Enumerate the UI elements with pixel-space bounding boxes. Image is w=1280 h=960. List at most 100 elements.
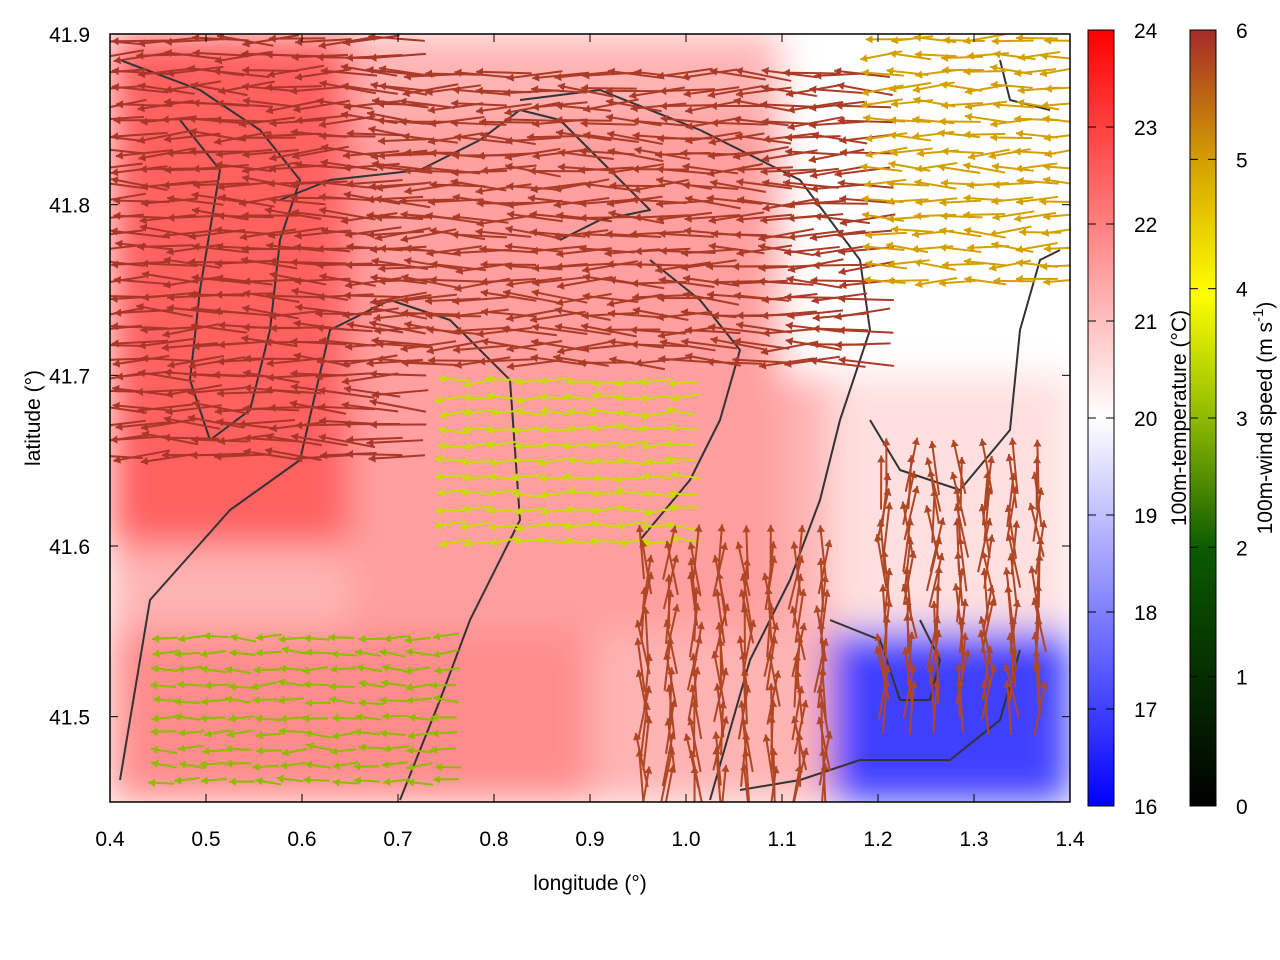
wind-arrowhead <box>340 216 349 225</box>
wind-vector <box>634 263 691 267</box>
wind-vector <box>476 214 533 226</box>
y-tick-label: 41.9 <box>49 24 90 47</box>
wind-arrowhead <box>506 279 514 289</box>
wind-arrowhead <box>464 408 472 418</box>
wind-arrowhead <box>824 539 833 548</box>
wind-arrowhead <box>631 117 639 126</box>
wind-arrowhead <box>837 116 845 125</box>
wind-vector <box>141 262 198 267</box>
wind-arrowhead <box>428 356 436 365</box>
wind-vector <box>607 149 664 163</box>
wind-vector <box>665 619 679 674</box>
wind-vector <box>343 387 401 398</box>
wind-vector <box>712 716 728 771</box>
wind-arrowhead <box>990 133 998 142</box>
wind-vector <box>981 664 996 720</box>
wind-vector <box>787 309 844 318</box>
wind-vector <box>216 34 274 47</box>
wind-vector <box>660 747 674 802</box>
wind-arrowhead <box>865 259 873 269</box>
wind-vector <box>963 132 1006 136</box>
wind-arrowhead <box>239 232 248 241</box>
wind-arrowhead <box>242 404 250 413</box>
wind-arrowhead <box>301 714 309 723</box>
wind-vector <box>267 226 325 238</box>
wind-arrowhead <box>265 291 273 300</box>
wind-vector <box>1029 502 1045 558</box>
wind-arrowhead <box>606 260 614 269</box>
wind-arrowhead <box>531 102 540 111</box>
wind-vector <box>793 653 799 708</box>
wind-arrowhead <box>1016 176 1024 186</box>
wind-arrowhead <box>984 518 993 526</box>
wind-vector <box>989 225 1032 236</box>
wind-vector <box>758 228 815 241</box>
wind-vector <box>783 245 840 254</box>
wind-vector <box>377 152 434 157</box>
wind-arrowhead <box>318 433 327 442</box>
wind-arrowhead <box>238 198 247 207</box>
wind-vector <box>792 764 802 802</box>
wind-arrowhead <box>899 501 909 510</box>
wind-vector <box>793 699 808 755</box>
wind-arrowhead <box>192 242 200 251</box>
wind-arrowhead <box>614 379 622 388</box>
wind-arrowhead <box>592 456 600 466</box>
wind-arrowhead <box>528 166 536 176</box>
wind-arrowhead <box>316 97 324 106</box>
wind-vector <box>403 169 460 174</box>
wind-arrowhead <box>341 401 350 410</box>
wind-arrowhead <box>665 439 673 448</box>
wind-arrowhead <box>718 701 728 709</box>
wind-arrowhead <box>379 244 387 253</box>
wind-arrowhead <box>956 537 965 545</box>
wind-arrowhead <box>264 385 273 395</box>
wind-vector <box>137 244 194 248</box>
wind-vector <box>1041 228 1070 235</box>
wind-arrowhead <box>987 534 996 542</box>
wind-vector <box>162 436 220 440</box>
wind-arrowhead <box>539 376 547 386</box>
wind-arrowhead <box>294 276 302 286</box>
wind-vector <box>213 309 271 317</box>
wind-arrowhead <box>429 180 437 189</box>
wind-arrowhead <box>462 442 471 451</box>
wind-vector <box>318 388 375 399</box>
wind-arrowhead <box>265 106 274 115</box>
wind-arrowhead <box>816 558 826 566</box>
wind-arrowhead <box>346 129 354 138</box>
wind-arrowhead <box>980 568 989 576</box>
wind-arrowhead <box>303 680 311 689</box>
wind-arrowhead <box>1031 632 1040 640</box>
wind-arrowhead <box>294 231 302 240</box>
wind-vector <box>992 103 1036 109</box>
wind-arrowhead <box>735 541 744 550</box>
wind-arrowhead <box>379 729 387 738</box>
x-tick-label: 0.9 <box>575 828 604 851</box>
wind-vector <box>192 51 250 57</box>
wind-arrowhead <box>187 64 196 73</box>
wind-arrowhead <box>480 260 488 269</box>
wind-arrowhead <box>614 487 623 496</box>
wind-arrowhead <box>140 456 149 466</box>
wind-arrowhead <box>667 379 675 388</box>
wind-arrowhead <box>164 85 172 94</box>
wind-vector <box>891 35 934 43</box>
wind-vector <box>632 178 689 192</box>
wind-arrowhead <box>591 391 599 400</box>
wind-arrowhead <box>532 278 540 287</box>
wind-arrowhead <box>382 712 390 721</box>
wind-vector <box>238 193 296 206</box>
wind-arrowhead <box>370 297 378 306</box>
wind-vector <box>881 679 889 734</box>
wind-arrowhead <box>562 392 571 401</box>
wind-arrowhead <box>530 353 539 363</box>
wind-vector <box>706 196 763 205</box>
wind-arrowhead <box>426 346 435 355</box>
wind-arrowhead <box>368 454 376 463</box>
wind-arrowhead <box>957 568 966 576</box>
wind-vector <box>369 400 427 413</box>
wind-arrowhead <box>817 621 826 629</box>
wind-arrowhead <box>708 137 717 146</box>
wind-vector <box>891 227 934 233</box>
